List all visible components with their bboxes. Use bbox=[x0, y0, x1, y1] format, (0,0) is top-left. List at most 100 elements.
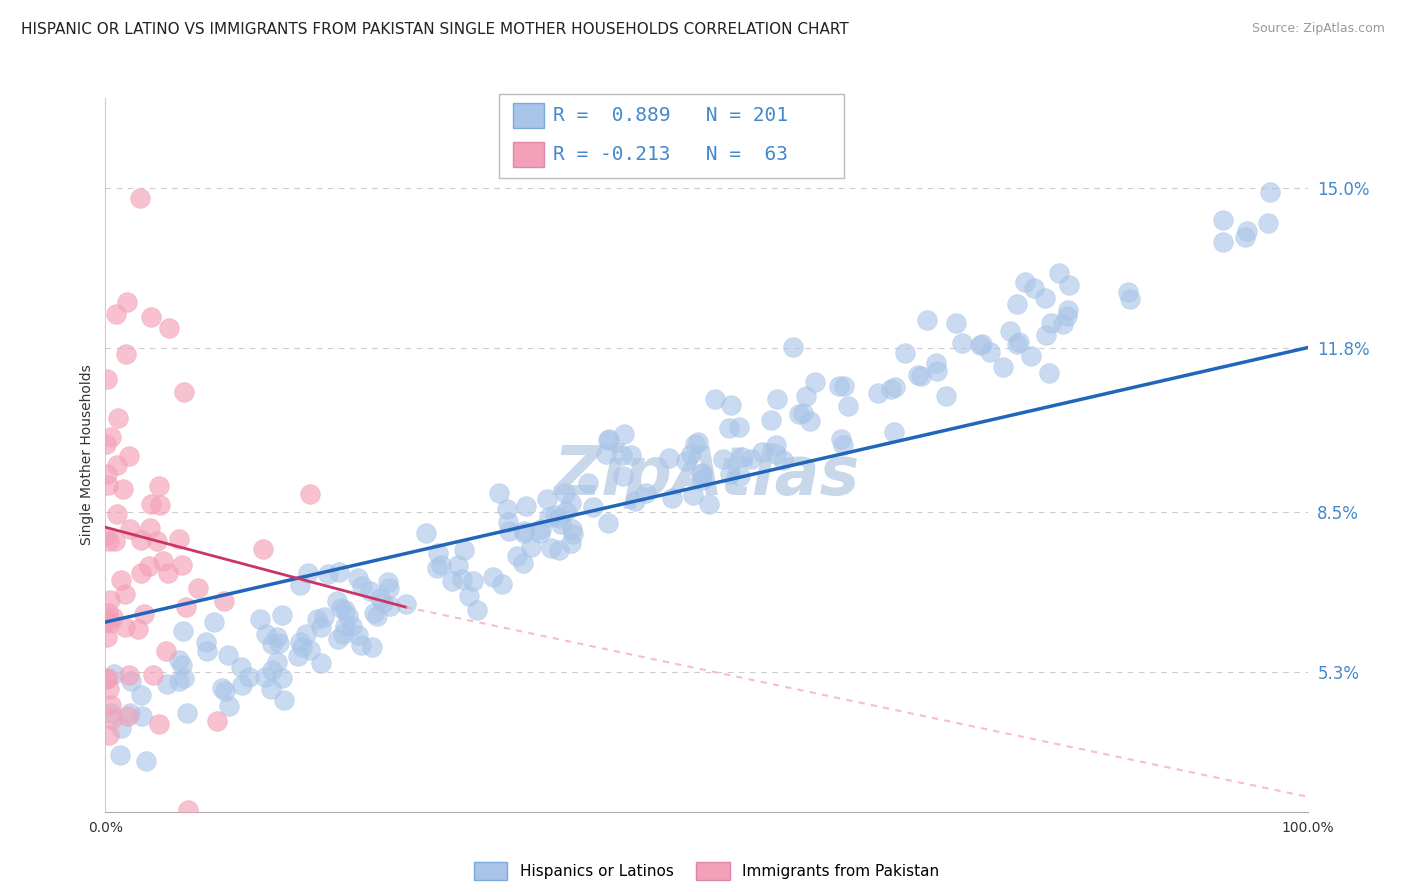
Point bbox=[148, 498, 170, 512]
Point bbox=[96, 630, 118, 644]
Point bbox=[883, 425, 905, 440]
Point bbox=[1033, 291, 1056, 305]
Point bbox=[910, 369, 932, 384]
Point bbox=[100, 698, 122, 712]
Point bbox=[347, 628, 370, 642]
Point bbox=[273, 693, 295, 707]
Point bbox=[1005, 297, 1028, 311]
Point bbox=[326, 593, 349, 607]
Legend: Hispanics or Latinos, Immigrants from Pakistan: Hispanics or Latinos, Immigrants from Pa… bbox=[468, 856, 945, 886]
Point bbox=[991, 359, 1014, 374]
Point bbox=[173, 385, 195, 400]
Point bbox=[1119, 292, 1142, 306]
Point bbox=[211, 681, 233, 695]
Point bbox=[880, 382, 903, 396]
Point bbox=[270, 608, 292, 623]
Point bbox=[1038, 366, 1060, 380]
Point bbox=[1039, 317, 1062, 331]
Point bbox=[950, 336, 973, 351]
Point bbox=[893, 346, 915, 360]
Point bbox=[772, 452, 794, 467]
Point bbox=[730, 469, 752, 483]
Point bbox=[561, 526, 583, 541]
Point bbox=[461, 574, 484, 589]
Point bbox=[765, 437, 787, 451]
Point bbox=[582, 500, 605, 514]
Point bbox=[787, 407, 810, 421]
Point bbox=[512, 556, 534, 570]
Point bbox=[612, 469, 634, 483]
Point bbox=[692, 466, 714, 480]
Point bbox=[114, 587, 136, 601]
Point bbox=[759, 413, 782, 427]
Point bbox=[139, 310, 162, 325]
Point bbox=[288, 577, 311, 591]
Point bbox=[505, 549, 527, 564]
Point bbox=[94, 529, 117, 543]
Point bbox=[97, 477, 120, 491]
Point bbox=[613, 426, 636, 441]
Point bbox=[366, 609, 388, 624]
Point bbox=[1236, 224, 1258, 238]
Point bbox=[97, 671, 120, 685]
Point bbox=[202, 615, 225, 629]
Point bbox=[661, 491, 683, 505]
Point bbox=[682, 488, 704, 502]
Point bbox=[94, 673, 117, 687]
Point bbox=[117, 709, 139, 723]
Point bbox=[217, 648, 239, 662]
Point bbox=[979, 345, 1001, 359]
Point bbox=[342, 619, 364, 633]
Point bbox=[253, 670, 276, 684]
Point bbox=[1022, 281, 1045, 295]
Point bbox=[945, 316, 967, 330]
Point bbox=[458, 589, 481, 603]
Point bbox=[112, 482, 135, 496]
Point bbox=[298, 487, 321, 501]
Point bbox=[100, 430, 122, 444]
Point bbox=[1008, 335, 1031, 350]
Point bbox=[925, 364, 948, 378]
Point bbox=[548, 543, 571, 558]
Point bbox=[731, 450, 754, 464]
Point bbox=[377, 575, 399, 590]
Point bbox=[332, 626, 354, 640]
Point bbox=[297, 566, 319, 580]
Point bbox=[148, 717, 170, 731]
Point bbox=[156, 676, 179, 690]
Point bbox=[309, 620, 332, 634]
Point bbox=[260, 637, 283, 651]
Point bbox=[108, 748, 131, 763]
Point bbox=[335, 603, 357, 617]
Point bbox=[97, 606, 120, 620]
Point bbox=[176, 706, 198, 720]
Point bbox=[536, 491, 558, 506]
Point bbox=[740, 452, 762, 467]
Point bbox=[595, 447, 617, 461]
Point bbox=[554, 486, 576, 500]
Point bbox=[267, 636, 290, 650]
Point bbox=[1019, 349, 1042, 363]
Point bbox=[288, 635, 311, 649]
Point bbox=[718, 467, 741, 481]
Point bbox=[120, 673, 142, 688]
Point bbox=[326, 632, 349, 646]
Point bbox=[548, 510, 571, 524]
Point bbox=[138, 559, 160, 574]
Point bbox=[441, 574, 464, 589]
Point bbox=[620, 448, 643, 462]
Point bbox=[127, 622, 149, 636]
Point bbox=[316, 567, 339, 582]
Point bbox=[378, 581, 401, 595]
Point bbox=[447, 558, 470, 572]
Point bbox=[804, 375, 827, 389]
Point bbox=[104, 533, 127, 548]
Point bbox=[529, 525, 551, 540]
Point bbox=[1052, 317, 1074, 331]
Point bbox=[238, 669, 260, 683]
Point bbox=[98, 682, 121, 697]
Point bbox=[360, 640, 382, 655]
Point bbox=[312, 610, 335, 624]
Point bbox=[271, 671, 294, 685]
Point bbox=[96, 615, 118, 629]
